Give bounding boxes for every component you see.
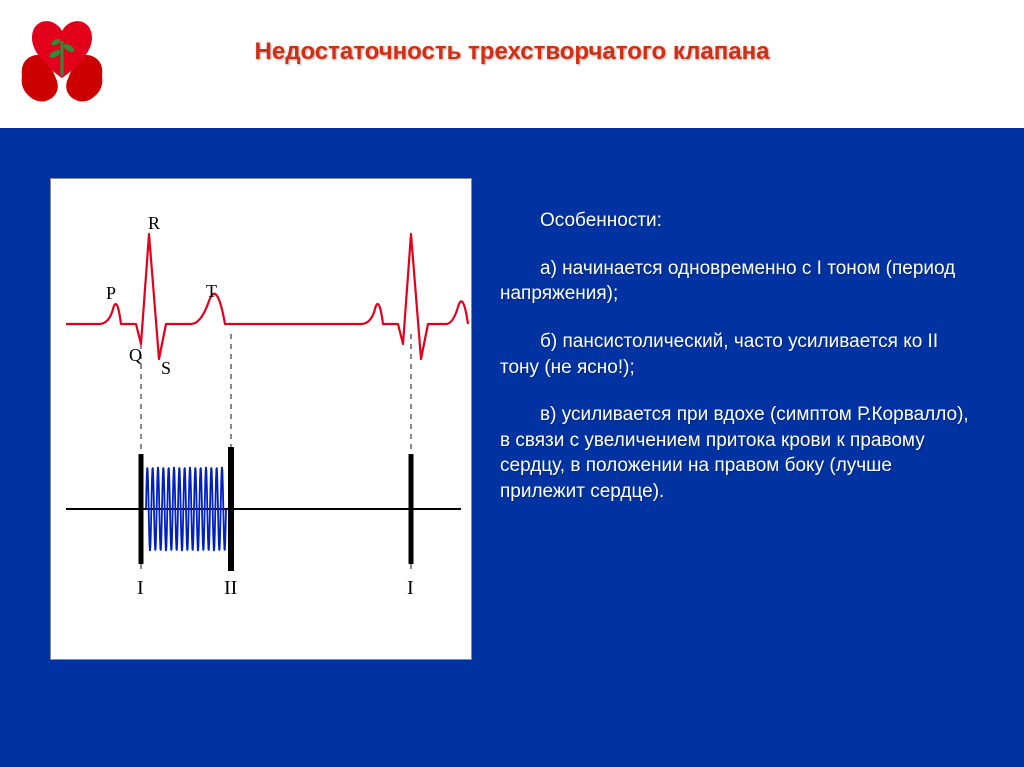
- feature-c: в) усиливается при вдохе (симптом Р.Корв…: [500, 402, 980, 505]
- svg-text:II: II: [224, 577, 237, 599]
- diagram-panel: PRQSTIIII: [50, 178, 472, 660]
- feature-b: б) пансистолический, часто усиливается к…: [500, 329, 980, 380]
- svg-text:I: I: [407, 577, 414, 599]
- svg-text:S: S: [161, 358, 171, 378]
- svg-text:T: T: [206, 281, 217, 301]
- svg-text:Q: Q: [129, 345, 142, 365]
- features-heading: Особенности:: [500, 208, 980, 234]
- page-title: Недостаточность трехстворчатого клапана: [0, 38, 1024, 66]
- svg-text:R: R: [148, 213, 160, 233]
- main-area: PRQSTIIII Особенности: а) начинается одн…: [0, 128, 1024, 767]
- feature-a: а) начинается одновременно с I тоном (пе…: [500, 256, 980, 307]
- svg-text:P: P: [106, 283, 116, 303]
- text-panel: Особенности: а) начинается одновременно …: [500, 208, 980, 527]
- ecg-phono-diagram: PRQSTIIII: [51, 179, 471, 659]
- svg-text:I: I: [137, 577, 144, 599]
- header: Недостаточность трехстворчатого клапана: [0, 0, 1024, 128]
